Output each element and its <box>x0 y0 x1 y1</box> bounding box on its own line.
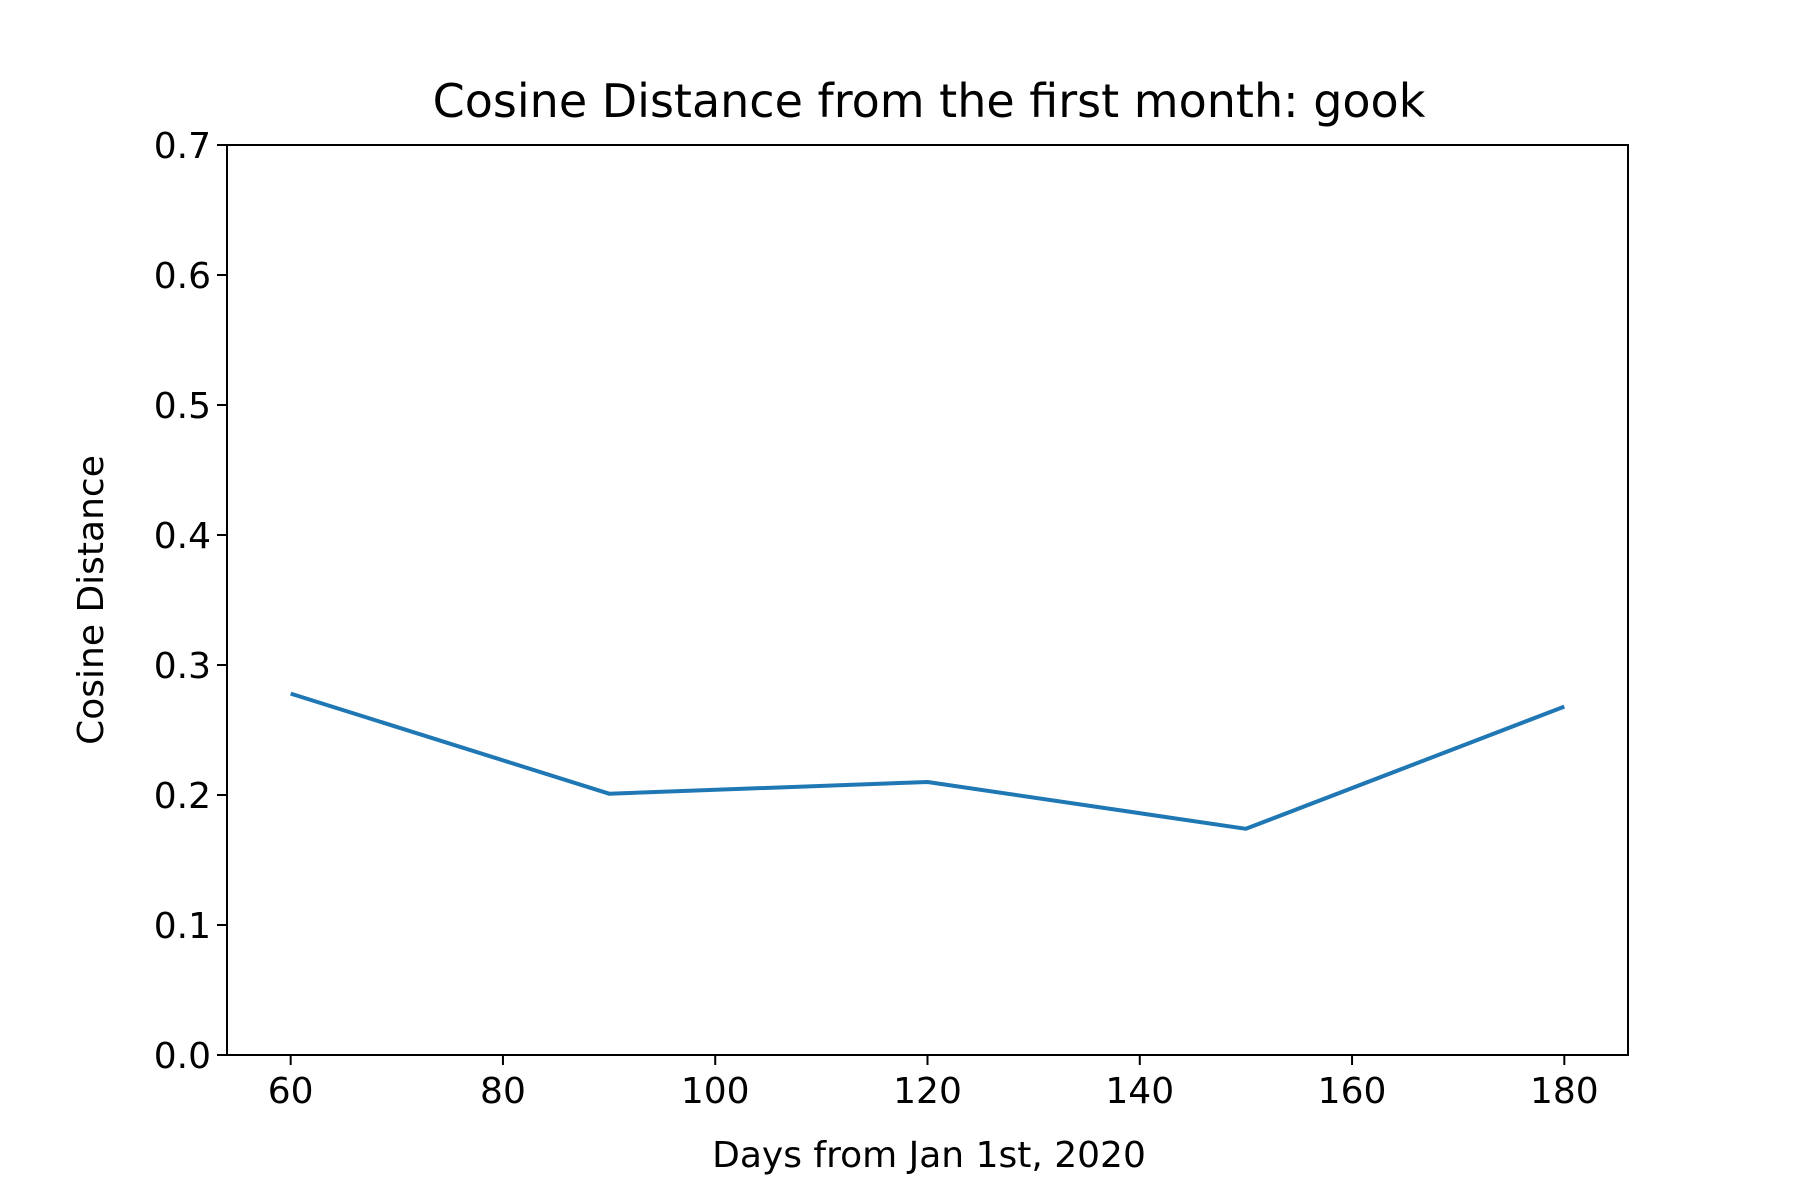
x-tick-label: 120 <box>893 1071 962 1112</box>
chart-title: Cosine Distance from the first month: go… <box>433 74 1426 128</box>
x-axis-label: Days from Jan 1st, 2020 <box>712 1135 1146 1176</box>
y-tick-label: 0.7 <box>154 126 211 167</box>
x-tick-label: 100 <box>681 1071 750 1112</box>
x-axis: 60 80 100 120 140 160 180 <box>268 1055 1599 1112</box>
x-tick-label: 140 <box>1105 1071 1174 1112</box>
y-tick-label: 0.5 <box>154 386 211 427</box>
y-tick-label: 0.0 <box>154 1036 211 1077</box>
x-tick-label: 180 <box>1530 1071 1599 1112</box>
y-tick-label: 0.4 <box>154 516 211 557</box>
plot-frame <box>226 144 1629 1056</box>
x-tick-label: 60 <box>268 1071 314 1112</box>
y-tick-label: 0.6 <box>154 256 211 297</box>
y-axis-label: Cosine Distance <box>71 455 112 745</box>
x-tick-label: 160 <box>1318 1071 1387 1112</box>
series-layer <box>290 691 1566 831</box>
y-axis: 0.0 0.1 0.2 0.3 0.4 0.5 0.6 0.7 <box>154 126 227 1077</box>
y-tick-label: 0.3 <box>154 646 211 687</box>
y-tick-label: 0.2 <box>154 776 211 817</box>
x-tick-label: 80 <box>480 1071 526 1112</box>
y-tick-label: 0.1 <box>154 906 211 947</box>
